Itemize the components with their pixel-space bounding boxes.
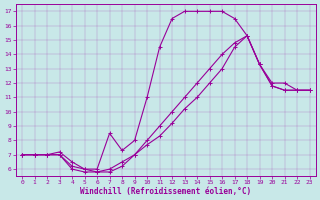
X-axis label: Windchill (Refroidissement éolien,°C): Windchill (Refroidissement éolien,°C) — [80, 187, 252, 196]
